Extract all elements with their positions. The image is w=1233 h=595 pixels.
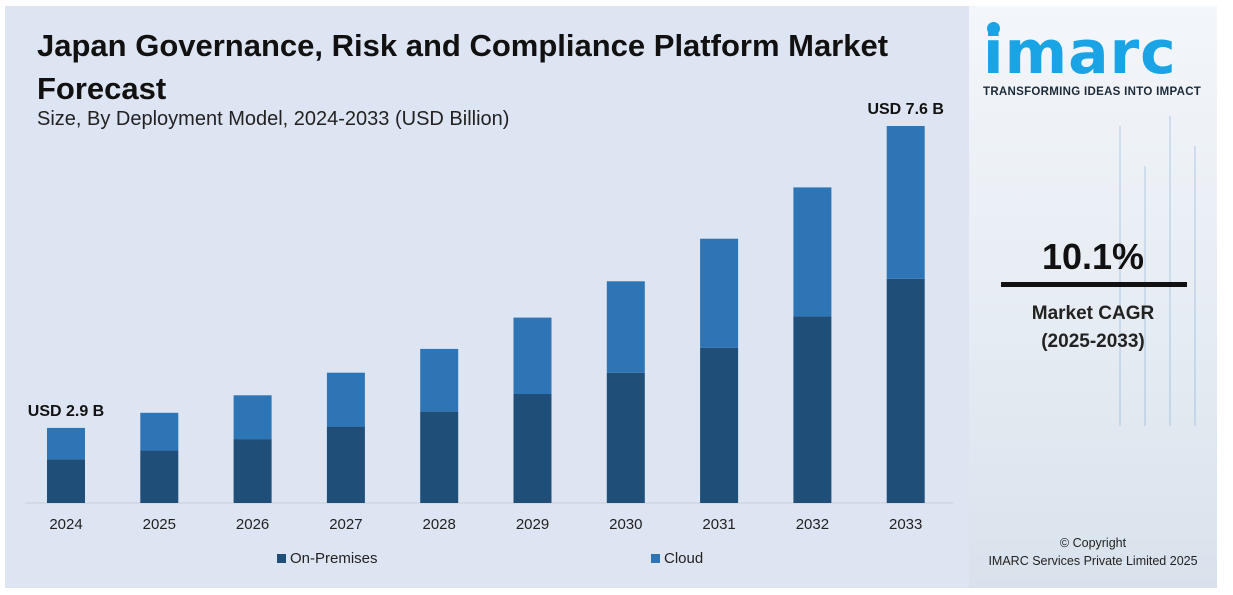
bar-on-premises-2030 xyxy=(606,372,645,503)
copyright-line1: © Copyright xyxy=(1059,536,1127,550)
x-tick-2025: 2025 xyxy=(143,516,176,533)
bar-cloud-2031 xyxy=(700,238,739,348)
copyright: © Copyright IMARC Services Private Limit… xyxy=(969,534,1217,570)
copyright-line2: IMARC Services Private Limited 2025 xyxy=(988,554,1198,568)
background-graphic xyxy=(1119,126,1121,426)
x-tick-2030: 2030 xyxy=(609,516,642,533)
bar-on-premises-2032 xyxy=(793,316,832,503)
legend-swatch-cloud xyxy=(651,554,660,563)
x-tick-2029: 2029 xyxy=(516,516,549,533)
chart-panel: 2024 2025 2026 2027 2028 2029 2030 2031 2032 2033… xyxy=(5,6,969,588)
bar-cloud-2027 xyxy=(326,372,365,427)
x-tick-2033: 2033 xyxy=(889,516,922,533)
cagr-label-line2: (2025-2033) xyxy=(1041,331,1145,352)
bar-cloud-2033 xyxy=(886,126,925,279)
bar-on-premises-2027 xyxy=(326,426,365,503)
chart-subtitle: Size, By Deployment Model, 2024-2033 (US… xyxy=(37,108,510,130)
bar-cloud-2025 xyxy=(140,412,179,451)
bar-cloud-2028 xyxy=(420,348,459,412)
bar-cloud-2032 xyxy=(793,187,832,317)
background-graphic xyxy=(1144,166,1146,426)
bar-cloud-2026 xyxy=(233,395,272,440)
x-tick-2024: 2024 xyxy=(49,516,82,533)
bar-cloud-2030 xyxy=(606,281,645,373)
bar-on-premises-2031 xyxy=(700,347,739,503)
logo-tagline: TRANSFORMING IDEAS INTO IMPACT xyxy=(983,86,1202,98)
bar-label-2024: USD 2.9 B xyxy=(28,403,104,420)
legend-swatch-on-premises xyxy=(277,554,286,563)
background-graphic xyxy=(1194,146,1196,426)
bar-cloud-2029 xyxy=(513,317,552,394)
chart-title: Japan Governance, Risk and Compliance Pl… xyxy=(37,28,889,106)
bar-cloud-2024 xyxy=(47,427,85,460)
bar-on-premises-2026 xyxy=(233,439,272,503)
legend-label-on-premises: On-Premises xyxy=(290,550,378,567)
imarc-logo: imarc TRANSFORMING IDEAS INTO IMPACT xyxy=(983,22,1213,98)
x-tick-2032: 2032 xyxy=(796,516,829,533)
x-tick-2027: 2027 xyxy=(329,516,362,533)
bar-on-premises-2024 xyxy=(47,459,85,503)
cagr-label-line1: Market CAGR xyxy=(1031,303,1155,324)
bar-on-premises-2029 xyxy=(513,394,552,503)
x-tick-2028: 2028 xyxy=(423,516,456,533)
infographic-frame: 2024 2025 2026 2027 2028 2029 2030 2031 2032 2033… xyxy=(5,6,1217,588)
cagr-divider xyxy=(1001,282,1187,287)
bar-on-premises-2033 xyxy=(886,278,925,503)
bar-on-premises-2028 xyxy=(420,411,459,503)
legend: On-Premises Cloud xyxy=(5,550,969,572)
logo-dot xyxy=(987,22,1000,35)
legend-item-cloud: Cloud xyxy=(651,550,703,567)
side-panel: imarc TRANSFORMING IDEAS INTO IMPACT 10.… xyxy=(969,6,1217,588)
logo-wordmark: imarc xyxy=(983,22,1213,84)
legend-label-cloud: Cloud xyxy=(664,550,704,567)
logo-text: imarc xyxy=(983,18,1177,88)
bar-on-premises-2025 xyxy=(140,450,179,503)
cagr-value: 10.1% xyxy=(1041,236,1145,277)
cagr-label: Market CAGR (2025-2033) xyxy=(969,300,1217,356)
x-tick-2031: 2031 xyxy=(702,516,735,533)
background-graphic xyxy=(1169,116,1171,426)
bar-label-2033: USD 7.6 B xyxy=(867,101,943,118)
x-tick-2026: 2026 xyxy=(236,516,269,533)
bar-chart: 2024 2025 2026 2027 2028 2029 2030 2031 2032 2033… xyxy=(25,101,953,533)
legend-item-on-premises: On-Premises xyxy=(277,550,378,567)
